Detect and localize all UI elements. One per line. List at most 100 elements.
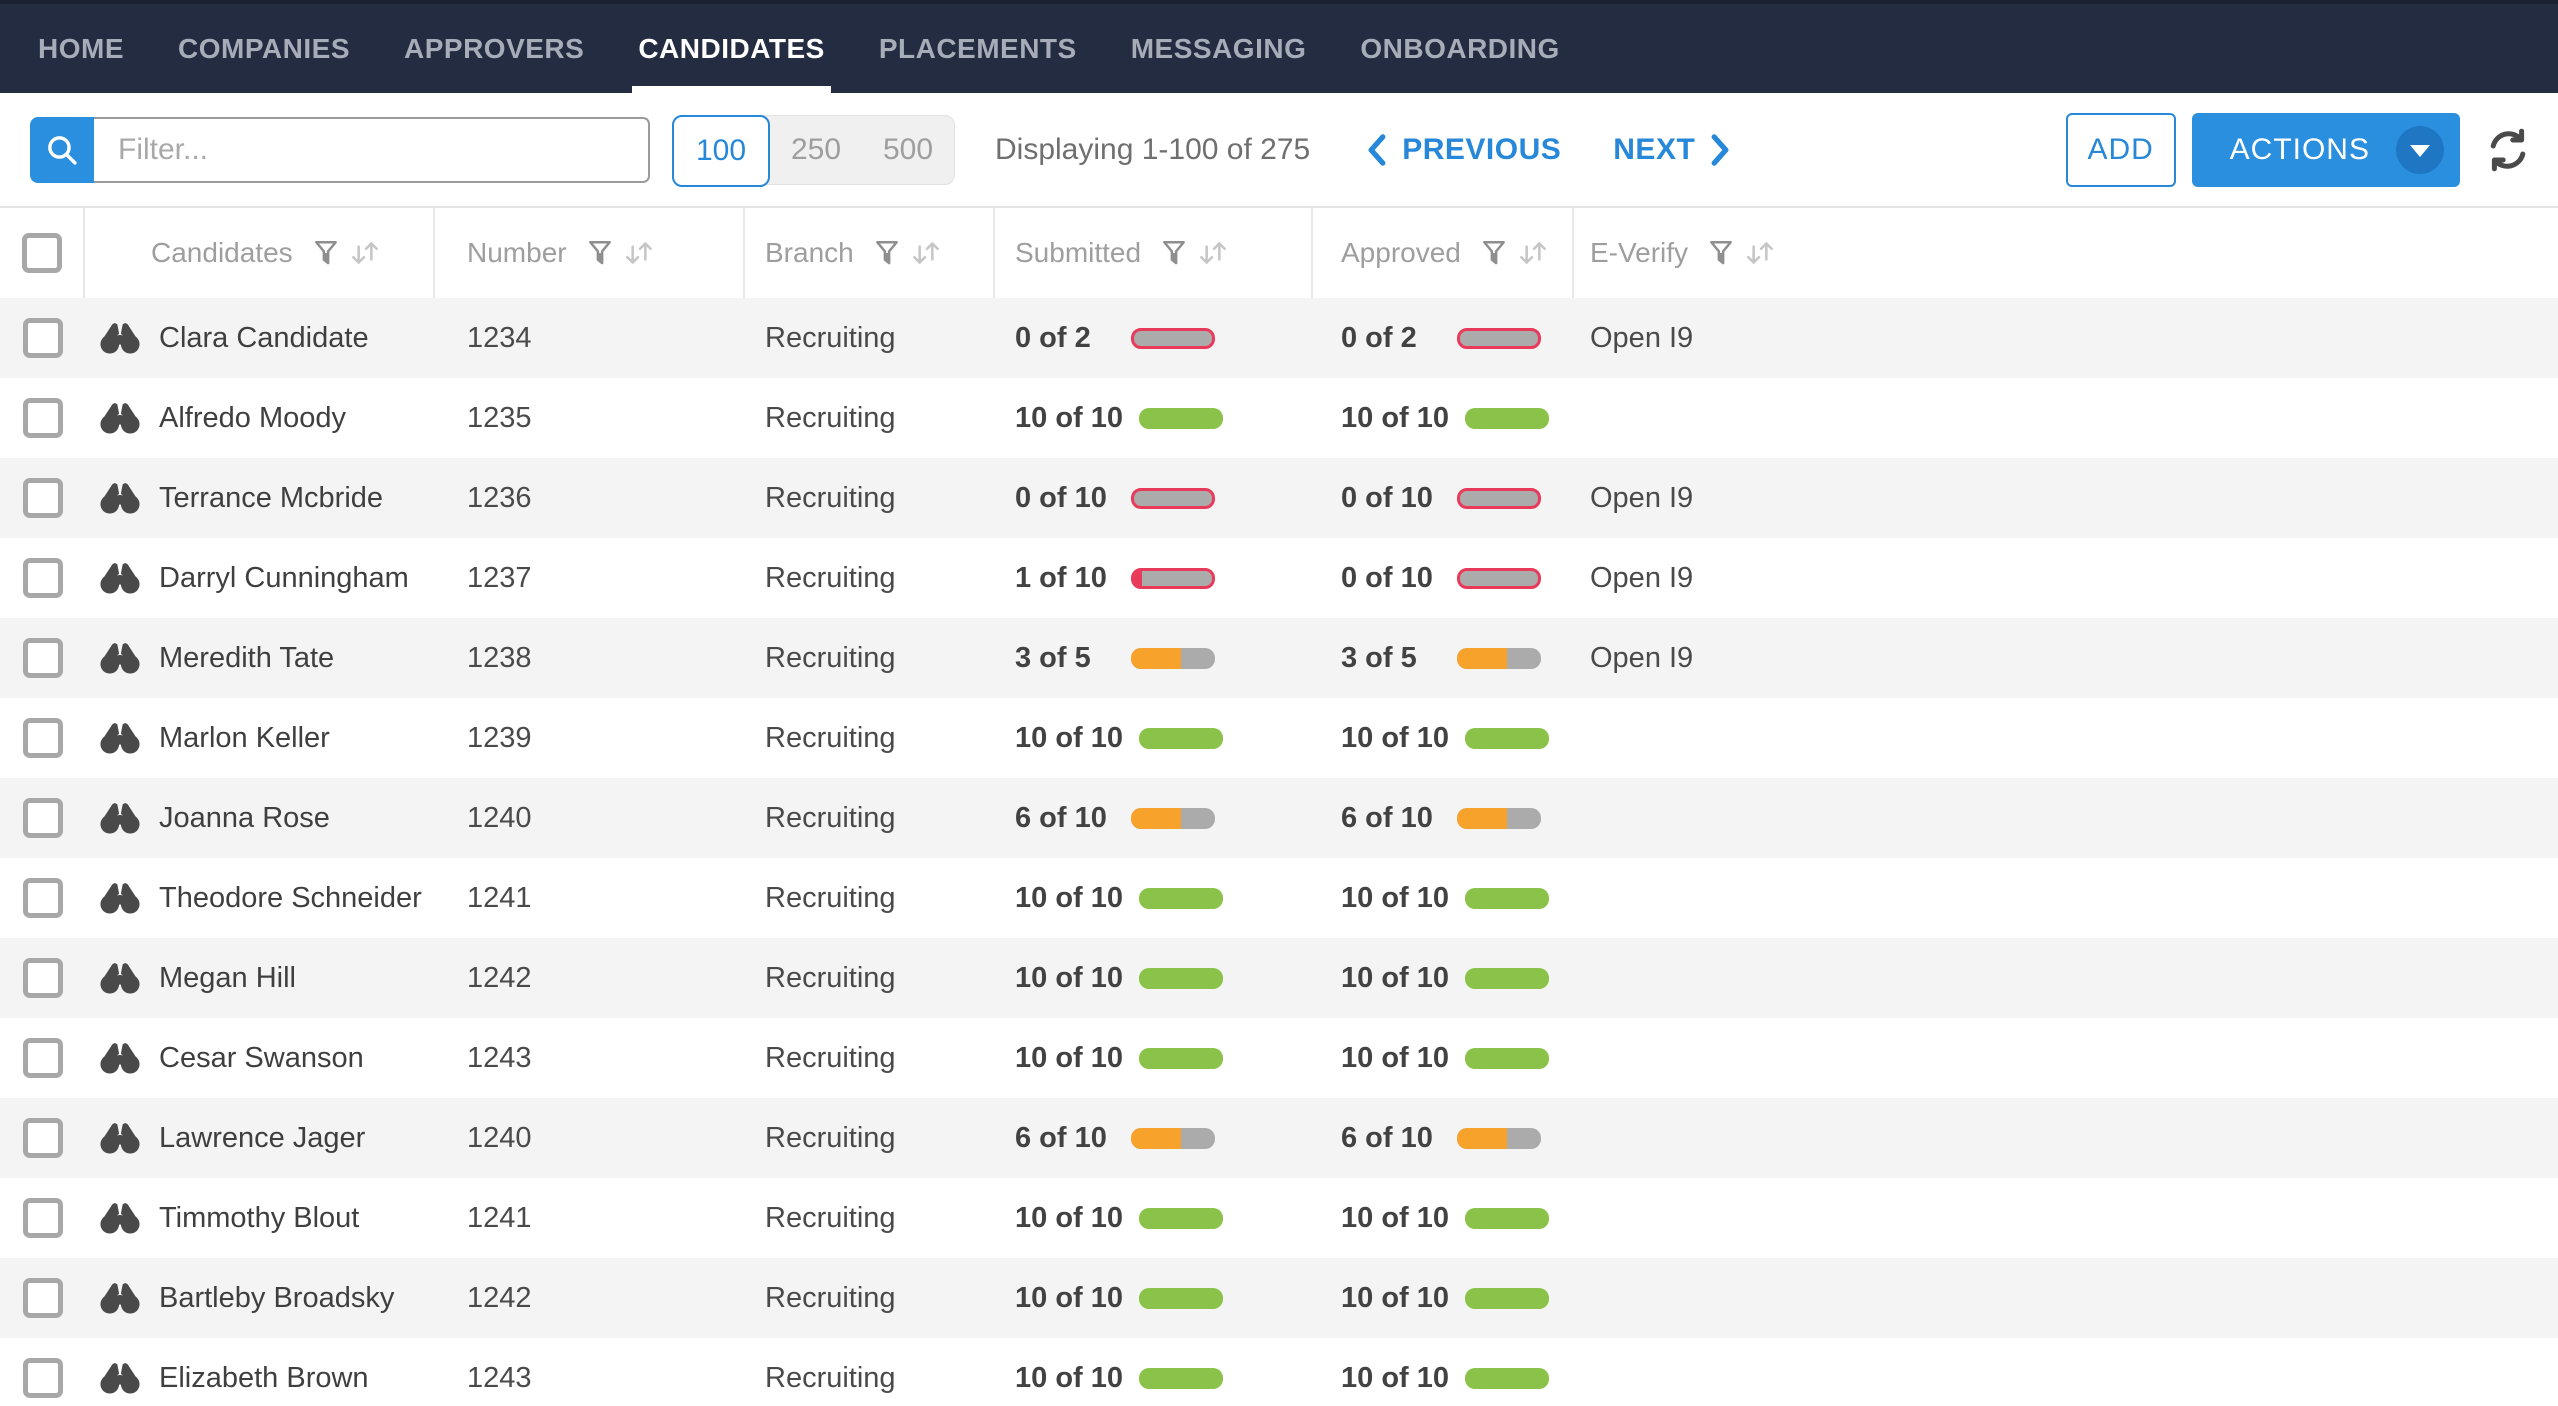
sort-icon[interactable] bbox=[1742, 237, 1778, 269]
select-all-checkbox[interactable] bbox=[21, 233, 62, 273]
row-checkbox[interactable] bbox=[22, 398, 63, 438]
column-header-approved[interactable]: Approved bbox=[1313, 208, 1574, 298]
top-nav: HOME COMPANIES APPROVERS CANDIDATES PLAC… bbox=[0, 0, 2558, 93]
submitted-progress-bar bbox=[1131, 647, 1215, 669]
column-header-submitted[interactable]: Submitted bbox=[995, 208, 1313, 298]
row-checkbox[interactable] bbox=[22, 718, 63, 758]
filter-icon[interactable] bbox=[1161, 239, 1187, 267]
row-checkbox[interactable] bbox=[22, 1038, 63, 1078]
previous-button[interactable]: PREVIOUS bbox=[1366, 133, 1561, 167]
binoculars-icon[interactable] bbox=[100, 401, 140, 435]
candidate-number: 1238 bbox=[467, 641, 532, 674]
nav-item[interactable]: HOME bbox=[38, 32, 124, 64]
table-row[interactable]: Clara Candidate 1234 Recruiting 0 of 2 0… bbox=[0, 298, 2558, 378]
row-checkbox[interactable] bbox=[22, 878, 63, 918]
row-checkbox[interactable] bbox=[22, 318, 63, 358]
row-checkbox[interactable] bbox=[22, 558, 63, 598]
binoculars-icon[interactable] bbox=[100, 1041, 140, 1075]
page-size-option[interactable]: 250 bbox=[770, 116, 862, 184]
filter-icon[interactable] bbox=[1708, 239, 1734, 267]
table-row[interactable]: Megan Hill 1242 Recruiting 10 of 10 10 o… bbox=[0, 938, 2558, 1018]
filter-input[interactable] bbox=[94, 116, 650, 183]
row-checkbox[interactable] bbox=[22, 1118, 63, 1158]
table-row[interactable]: Timmothy Blout 1241 Recruiting 10 of 10 … bbox=[0, 1178, 2558, 1258]
row-checkbox[interactable] bbox=[22, 798, 63, 838]
table-row[interactable]: Meredith Tate 1238 Recruiting 3 of 5 3 o… bbox=[0, 618, 2558, 698]
binoculars-icon[interactable] bbox=[100, 961, 140, 995]
binoculars-icon[interactable] bbox=[100, 801, 140, 835]
submitted-progress-bar bbox=[1139, 967, 1223, 989]
page-size-option[interactable]: 500 bbox=[862, 116, 954, 184]
column-header-everify[interactable]: E-Verify bbox=[1574, 208, 2558, 298]
refresh-button[interactable] bbox=[2484, 126, 2532, 174]
binoculars-icon[interactable] bbox=[100, 881, 140, 915]
actions-dropdown-toggle[interactable] bbox=[2396, 125, 2444, 174]
submitted-progress-bar bbox=[1131, 1127, 1215, 1149]
nav-item[interactable]: MESSAGING bbox=[1130, 32, 1307, 64]
binoculars-icon[interactable] bbox=[100, 1201, 140, 1235]
search-button[interactable] bbox=[30, 116, 94, 183]
sort-icon[interactable] bbox=[621, 237, 657, 269]
refresh-icon bbox=[2484, 126, 2532, 174]
binoculars-icon[interactable] bbox=[100, 1281, 140, 1315]
candidate-name: Alfredo Moody bbox=[159, 401, 346, 434]
binoculars-icon[interactable] bbox=[100, 721, 140, 755]
nav-item[interactable]: APPROVERS bbox=[404, 32, 585, 64]
nav-item[interactable]: CANDIDATES bbox=[632, 4, 832, 93]
filter-icon[interactable] bbox=[1481, 239, 1507, 267]
binoculars-icon[interactable] bbox=[100, 561, 140, 595]
nav-item[interactable]: PLACEMENTS bbox=[878, 32, 1077, 64]
binoculars-icon[interactable] bbox=[100, 1361, 140, 1395]
candidate-number: 1243 bbox=[467, 1361, 532, 1394]
sort-icon[interactable] bbox=[1515, 237, 1551, 269]
actions-button[interactable]: ACTIONS bbox=[2191, 112, 2460, 187]
table-row[interactable]: Darryl Cunningham 1237 Recruiting 1 of 1… bbox=[0, 538, 2558, 618]
row-checkbox[interactable] bbox=[22, 1198, 63, 1238]
filter-icon[interactable] bbox=[874, 239, 900, 267]
binoculars-icon[interactable] bbox=[100, 321, 140, 355]
binoculars-icon[interactable] bbox=[100, 481, 140, 515]
row-checkbox[interactable] bbox=[22, 638, 63, 678]
approved-progress-bar bbox=[1465, 1367, 1549, 1389]
row-checkbox[interactable] bbox=[22, 1358, 63, 1398]
branch-cell: Recruiting bbox=[765, 881, 896, 914]
column-header-candidates[interactable]: Candidates bbox=[85, 208, 435, 298]
row-checkbox[interactable] bbox=[22, 478, 63, 518]
table-row[interactable]: Joanna Rose 1240 Recruiting 6 of 10 6 of… bbox=[0, 778, 2558, 858]
table-row[interactable]: Marlon Keller 1239 Recruiting 10 of 10 1… bbox=[0, 698, 2558, 778]
branch-cell: Recruiting bbox=[765, 1041, 896, 1074]
row-checkbox[interactable] bbox=[22, 958, 63, 998]
binoculars-icon[interactable] bbox=[100, 1121, 140, 1155]
table-row[interactable]: Cesar Swanson 1243 Recruiting 10 of 10 1… bbox=[0, 1018, 2558, 1098]
submitted-count: 10 of 10 bbox=[1015, 1281, 1123, 1314]
filter-icon[interactable] bbox=[313, 239, 339, 267]
table-row[interactable]: Lawrence Jager 1240 Recruiting 6 of 10 6… bbox=[0, 1098, 2558, 1178]
row-checkbox[interactable] bbox=[22, 1278, 63, 1318]
table-row[interactable]: Elizabeth Brown 1243 Recruiting 10 of 10… bbox=[0, 1338, 2558, 1406]
nav-item[interactable]: COMPANIES bbox=[178, 32, 350, 64]
table-row[interactable]: Terrance Mcbride 1236 Recruiting 0 of 10… bbox=[0, 458, 2558, 538]
submitted-progress-bar bbox=[1131, 567, 1215, 589]
next-button[interactable]: NEXT bbox=[1613, 133, 1731, 167]
nav-item[interactable]: ONBOARDING bbox=[1360, 32, 1560, 64]
page-size-option[interactable]: 100 bbox=[672, 114, 770, 187]
filter-icon[interactable] bbox=[587, 239, 613, 267]
submitted-progress-bar bbox=[1139, 727, 1223, 749]
approved-count: 10 of 10 bbox=[1341, 1361, 1449, 1394]
sort-icon[interactable] bbox=[1195, 237, 1231, 269]
candidate-name: Meredith Tate bbox=[159, 641, 335, 674]
add-button[interactable]: ADD bbox=[2065, 112, 2176, 187]
column-header-number[interactable]: Number bbox=[435, 208, 745, 298]
next-label: NEXT bbox=[1613, 132, 1696, 166]
table-row[interactable]: Theodore Schneider 1241 Recruiting 10 of… bbox=[0, 858, 2558, 938]
column-header-branch[interactable]: Branch bbox=[745, 208, 995, 298]
table-row[interactable]: Alfredo Moody 1235 Recruiting 10 of 10 1… bbox=[0, 378, 2558, 458]
submitted-count: 0 of 2 bbox=[1015, 321, 1091, 354]
table-row[interactable]: Bartleby Broadsky 1242 Recruiting 10 of … bbox=[0, 1258, 2558, 1338]
everify-cell: Open I9 bbox=[1590, 321, 1694, 354]
sort-icon[interactable] bbox=[908, 237, 944, 269]
candidate-name: Bartleby Broadsky bbox=[159, 1281, 395, 1314]
binoculars-icon[interactable] bbox=[100, 641, 140, 675]
sort-icon[interactable] bbox=[347, 237, 383, 269]
displaying-text: Displaying 1-100 of 275 bbox=[995, 132, 1311, 166]
